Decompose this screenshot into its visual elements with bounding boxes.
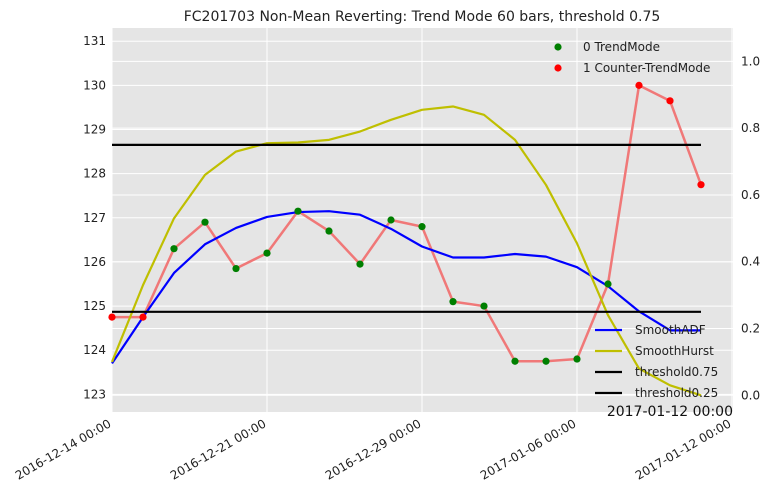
trend-mode-marker <box>542 357 550 365</box>
series-lines <box>110 84 703 397</box>
left-y-axis: 123 124 125 126 127 128 129 130 131 <box>83 34 106 401</box>
right-y-tick-label: 0.2 <box>741 322 760 336</box>
trend-mode-marker <box>387 216 395 224</box>
trend-mode-marker <box>170 245 178 253</box>
legend-bottom-label: SmoothHurst <box>635 344 714 358</box>
left-y-tick-label: 131 <box>83 34 106 48</box>
counter-trend-marker <box>635 81 643 89</box>
counter-trend-marker <box>697 181 705 189</box>
legend-bottom-label: threshold0.25 <box>635 386 718 400</box>
trend-mode-marker <box>604 280 612 288</box>
legend-top: 0 TrendMode 1 Counter-TrendMode <box>554 40 710 75</box>
legend-top-label: 0 TrendMode <box>583 40 660 54</box>
right-y-tick-label: 0.8 <box>741 121 760 135</box>
left-y-tick-label: 125 <box>83 299 106 313</box>
x-tick-label: 2016-12-14 00:00 <box>13 416 114 482</box>
corner-annotation: 2017-01-12 00:00 <box>607 404 733 420</box>
trend-mode-marker <box>232 264 240 273</box>
legend-bottom-label: threshold0.75 <box>635 365 718 379</box>
trend-mode-marker <box>263 249 271 257</box>
trend-mode-marker <box>573 355 581 363</box>
right-y-tick-label: 1.0 <box>741 54 760 68</box>
chart-title: FC201703 Non-Mean Reverting: Trend Mode … <box>184 9 661 25</box>
right-y-tick-label: 0.4 <box>741 255 760 269</box>
mode-markers <box>108 81 705 365</box>
trend-mode-marker <box>511 357 519 365</box>
legend-bottom: SmoothADF SmoothHurst threshold0.75 thresho… <box>595 323 718 400</box>
price-line <box>112 84 703 363</box>
left-y-tick-label: 127 <box>83 211 106 225</box>
legend-top-marker <box>554 43 562 51</box>
x-tick-label: 2017-01-12 00:00 <box>633 416 734 482</box>
x-tick-label: 2016-12-29 00:00 <box>323 416 424 482</box>
trend-mode-marker <box>294 207 302 215</box>
left-y-tick-label: 123 <box>83 387 106 401</box>
counter-trend-marker <box>139 313 147 321</box>
left-y-tick-label: 130 <box>83 78 106 92</box>
counter-trend-marker <box>666 97 674 105</box>
smooth_hurst-line <box>110 105 702 397</box>
right-y-tick-label: 0.0 <box>741 388 760 402</box>
smooth_adf-line <box>111 210 701 365</box>
trend-mode-marker <box>356 260 364 268</box>
trend-mode-marker <box>325 227 333 235</box>
x-tick-label: 2016-12-21 00:00 <box>168 416 269 482</box>
x-axis: 2016-12-14 00:00 2016-12-21 00:00 2016-12-… <box>13 416 734 482</box>
legend-bottom-label: SmoothADF <box>635 323 706 337</box>
legend-top-marker <box>554 64 562 72</box>
left-y-tick-label: 128 <box>83 167 106 181</box>
left-y-tick-label: 126 <box>83 255 106 269</box>
right-y-axis: 0.0 0.2 0.4 0.6 0.8 1.0 <box>741 54 760 402</box>
right-y-tick-label: 0.6 <box>741 188 760 202</box>
legend-top-label: 1 Counter-TrendMode <box>583 61 710 75</box>
left-y-tick-label: 124 <box>83 343 106 357</box>
x-tick-label: 2017-01-06 00:00 <box>478 416 579 482</box>
trend-mode-marker <box>418 223 426 231</box>
counter-trend-marker <box>108 313 116 321</box>
trend-mode-marker <box>480 302 488 310</box>
trend-mode-marker <box>449 298 457 306</box>
trend-mode-marker <box>201 218 209 226</box>
left-y-tick-label: 129 <box>83 123 106 137</box>
grid-lines <box>111 28 733 412</box>
